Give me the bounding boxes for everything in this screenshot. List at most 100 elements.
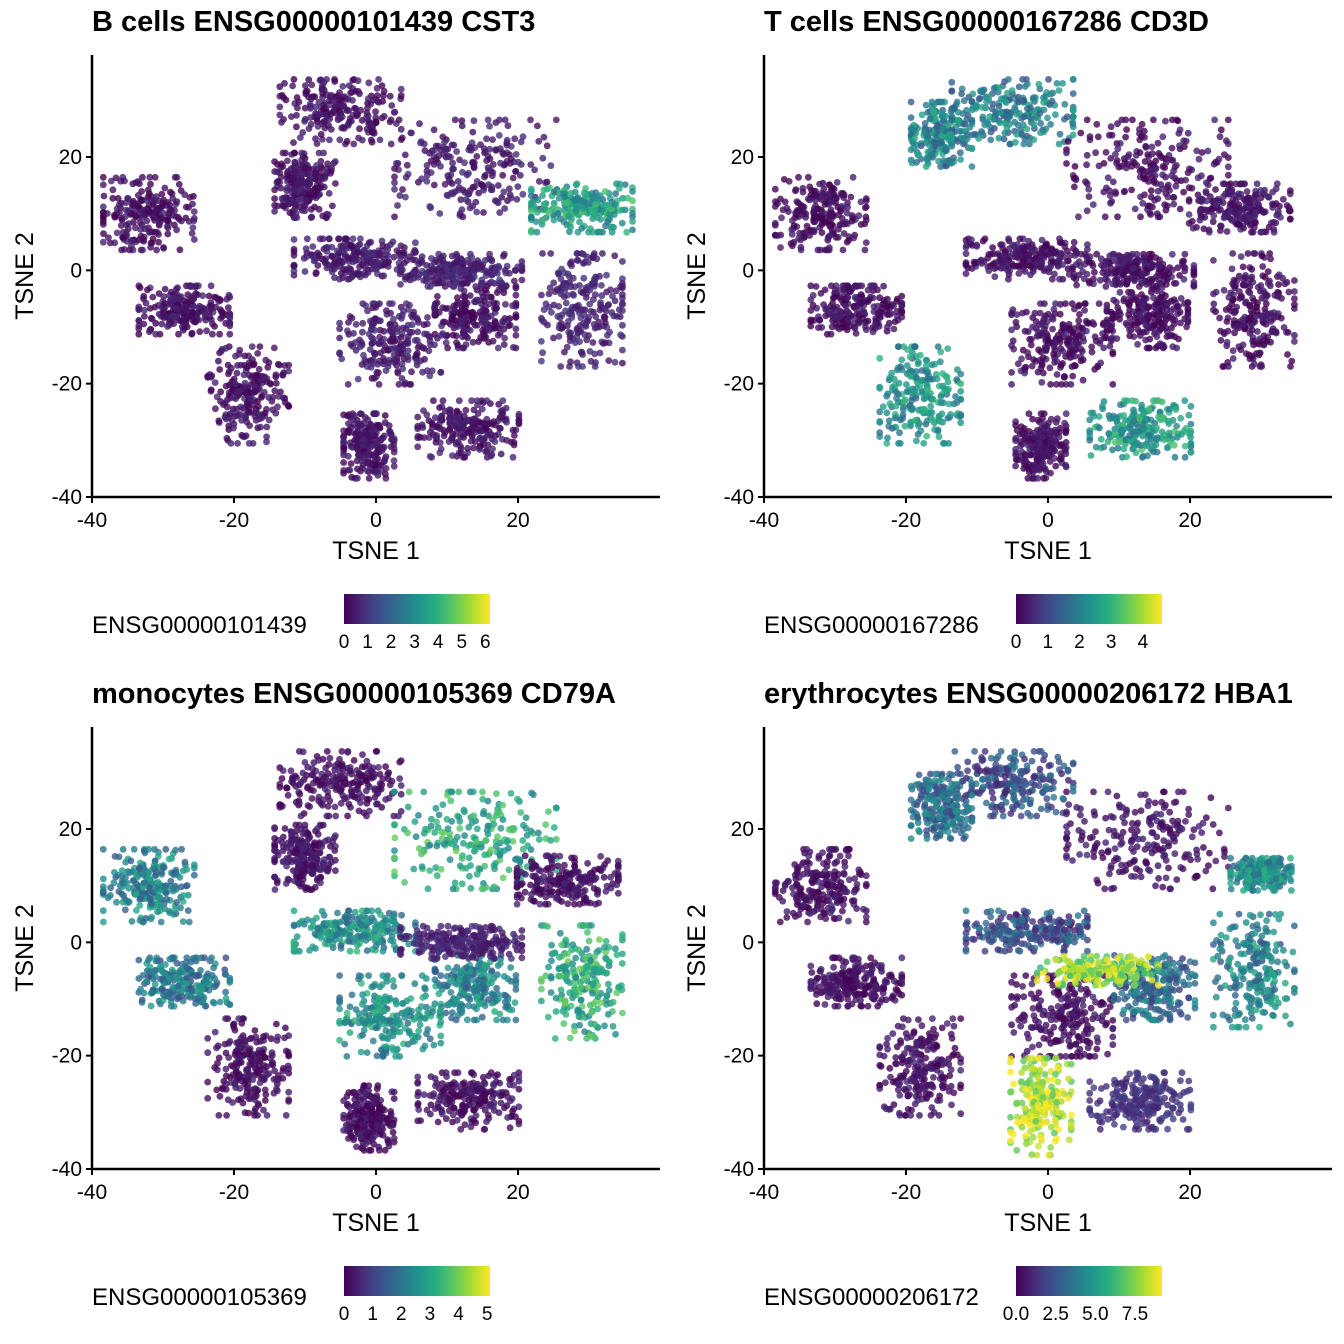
- data-point: [1008, 381, 1015, 388]
- data-point: [1026, 140, 1033, 148]
- data-point: [844, 316, 852, 324]
- data-point: [290, 76, 298, 83]
- data-point: [393, 328, 401, 335]
- data-point: [883, 409, 891, 417]
- data-point: [452, 266, 459, 273]
- data-point: [774, 232, 781, 240]
- data-point: [312, 103, 319, 111]
- data-point: [345, 118, 353, 126]
- data-point: [397, 92, 405, 100]
- data-point: [453, 259, 460, 266]
- data-point: [907, 372, 914, 380]
- data-point: [1093, 120, 1101, 128]
- chart-title: T cells ENSG00000167286 CD3D: [764, 6, 1209, 38]
- data-point: [431, 303, 439, 311]
- data-point: [847, 193, 855, 201]
- data-point: [297, 178, 305, 186]
- data-point: [458, 122, 466, 130]
- data-point: [876, 408, 884, 416]
- data-point: [1045, 268, 1053, 276]
- data-point: [298, 149, 305, 157]
- data-point: [621, 181, 629, 189]
- data-point: [1065, 335, 1073, 342]
- data-point: [178, 217, 185, 225]
- data-point: [539, 154, 547, 162]
- data-point: [582, 192, 589, 200]
- data-point: [139, 246, 147, 254]
- data-point: [1069, 113, 1077, 121]
- data-point: [611, 211, 618, 218]
- data-point: [222, 415, 230, 423]
- data-point: [382, 367, 390, 374]
- data-point: [606, 328, 613, 336]
- data-point: [903, 381, 910, 388]
- data-point: [408, 368, 415, 376]
- data-point: [547, 250, 555, 257]
- data-point: [1094, 133, 1102, 141]
- data-point: [1059, 321, 1067, 329]
- data-point: [1112, 150, 1119, 158]
- data-point: [158, 190, 166, 198]
- data-point: [168, 301, 175, 309]
- data-point: [836, 307, 844, 315]
- data-point: [379, 97, 387, 105]
- data-point: [981, 235, 989, 243]
- data-point: [336, 263, 344, 270]
- data-point: [485, 181, 492, 189]
- data-point: [1011, 139, 1019, 146]
- data-point: [348, 473, 356, 481]
- data-point: [431, 312, 439, 319]
- data-point: [245, 440, 253, 447]
- data-point: [1047, 249, 1055, 256]
- data-point: [354, 375, 362, 383]
- data-point: [1047, 90, 1054, 98]
- data-point: [428, 367, 436, 375]
- data-point: [928, 151, 936, 159]
- data-point: [432, 156, 440, 163]
- cluster-c2: [135, 282, 234, 338]
- data-point: [1088, 343, 1096, 351]
- data-point: [109, 194, 117, 202]
- data-point: [923, 417, 931, 425]
- data-point: [413, 336, 421, 344]
- data-point: [190, 208, 198, 216]
- data-point: [1082, 178, 1089, 186]
- data-point: [364, 95, 372, 103]
- data-point: [315, 251, 323, 259]
- y-axis-title: TSNE 2: [11, 232, 39, 320]
- data-point: [576, 218, 583, 226]
- data-point: [833, 179, 841, 186]
- data-point: [812, 283, 820, 290]
- data-point: [279, 202, 286, 210]
- data-point: [167, 188, 174, 196]
- data-point: [402, 325, 410, 333]
- data-point: [312, 171, 319, 179]
- data-point: [271, 195, 278, 203]
- data-point: [501, 205, 509, 212]
- data-point: [1148, 143, 1156, 151]
- data-point: [258, 414, 266, 422]
- data-point: [623, 228, 631, 236]
- data-point: [374, 455, 382, 463]
- data-point: [885, 417, 893, 425]
- data-point: [1108, 198, 1116, 205]
- data-point: [344, 275, 352, 283]
- data-point: [874, 309, 882, 317]
- x-tick-label: 20: [506, 509, 529, 532]
- data-point: [370, 374, 378, 382]
- data-point: [771, 219, 779, 227]
- data-point: [1062, 330, 1070, 338]
- data-point: [326, 136, 333, 144]
- data-point: [978, 103, 986, 111]
- data-point: [315, 205, 323, 213]
- data-point: [1070, 183, 1078, 191]
- data-point: [378, 82, 386, 90]
- data-point: [810, 214, 818, 222]
- data-point: [479, 436, 486, 443]
- data-point: [482, 294, 490, 301]
- data-point: [99, 218, 107, 226]
- data-point: [1009, 250, 1016, 258]
- data-point: [350, 330, 357, 337]
- data-point: [598, 292, 606, 300]
- data-point: [1102, 334, 1110, 342]
